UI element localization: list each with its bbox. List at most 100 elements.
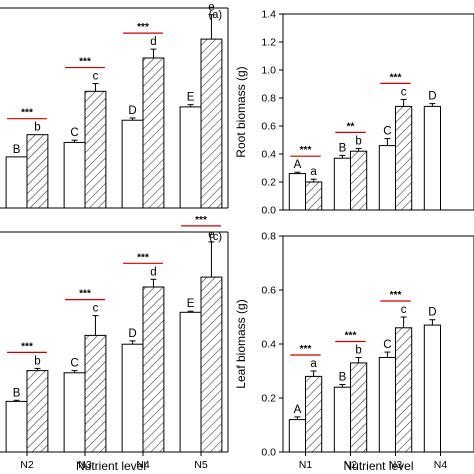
open-bar-N1: [288, 419, 306, 453]
x-tick-label: N4: [434, 459, 448, 471]
open-bar-N4: [423, 105, 441, 211]
letter-label: B: [339, 372, 347, 384]
letter-label: a: [310, 166, 317, 178]
x-tick-label: N2: [20, 459, 34, 471]
open-bar-N2: [333, 157, 351, 211]
panel-4: 0.0 0.2 0.4 0.6 0.8 Leaf biomass (g) Aa *** N1 Bb…: [234, 231, 474, 473]
hatched-bar-N2: [26, 370, 49, 453]
letter-label: D: [428, 307, 436, 319]
panel-label: (a): [209, 9, 222, 21]
letter-label: d: [150, 266, 156, 278]
hatched-bar-N2: [26, 134, 49, 209]
letter-label: a: [310, 358, 317, 370]
x-tick-label: N3: [78, 459, 92, 471]
y-tick-label: 0.6: [261, 285, 276, 297]
y-tick-label: 0.2: [261, 393, 276, 405]
letter-label: C: [383, 126, 391, 138]
panel-label: (c): [209, 231, 222, 243]
open-bar-N2: [333, 386, 351, 453]
y-tick-label: 0.4: [261, 149, 276, 161]
panel-2: 0.0 0.2 0.4 0.6 0.8 1.0 1.2 1.4 Root biomass (g)…: [234, 9, 474, 217]
x-tick-label: N3: [389, 459, 403, 471]
significance-label: ***: [21, 341, 33, 352]
letter-label: b: [34, 355, 40, 367]
open-bar-N2: [5, 400, 28, 453]
letter-label: E: [187, 298, 195, 310]
open-bar-N3: [63, 372, 86, 453]
hatched-bar-N3: [84, 334, 107, 453]
significance-label: ***: [390, 72, 402, 83]
letter-label: c: [401, 304, 407, 316]
hatched-bar-N2: [350, 150, 368, 211]
y-tick-label: 1.4: [261, 9, 276, 21]
open-bar-N3: [63, 141, 86, 209]
y-tick-label: 0.0: [261, 205, 276, 217]
y-tick-label: 0.2: [261, 177, 276, 189]
open-bar-N2: [5, 156, 28, 209]
significance-label: ***: [300, 145, 312, 156]
hatched-bar-N1: [305, 375, 323, 453]
y-tick-label: 0.8: [261, 93, 276, 105]
y-axis-title: Root biomass (g): [234, 66, 248, 157]
letter-label: c: [401, 86, 407, 98]
significance-label: ***: [137, 22, 149, 33]
hatched-bar-N5: [200, 38, 223, 209]
letter-label: D: [128, 105, 136, 117]
letter-label: A: [294, 159, 302, 171]
hatched-bar-N3: [395, 327, 413, 453]
y-tick-label: 1.0: [261, 65, 276, 77]
open-bar-N4: [121, 119, 144, 209]
y-tick-label: 0.6: [261, 121, 276, 133]
hatched-bar-N4: [142, 286, 165, 453]
open-bar-N5: [179, 106, 202, 209]
y-tick-label: 0.4: [261, 339, 276, 351]
letter-label: C: [383, 339, 391, 351]
significance-label: ***: [390, 290, 402, 301]
letter-label: D: [128, 328, 136, 340]
hatched-bar-N1: [305, 181, 323, 211]
y-tick-label: 0.8: [261, 231, 276, 243]
significance-label: ***: [345, 331, 357, 342]
hatched-bar-N5: [200, 276, 223, 453]
letter-label: D: [428, 91, 436, 103]
letter-label: b: [355, 135, 361, 147]
letter-label: B: [13, 387, 21, 399]
open-bar-N1: [288, 173, 306, 211]
significance-label: ***: [195, 215, 207, 226]
letter-label: B: [13, 144, 21, 156]
x-axis-title: Nutrient level: [76, 459, 146, 473]
hatched-bar-N3: [395, 105, 413, 211]
y-tick-label: 0.0: [261, 447, 276, 459]
letter-label: d: [150, 36, 156, 48]
open-bar-N5: [179, 311, 202, 453]
significance-label: ***: [21, 108, 33, 119]
open-bar-N4: [423, 324, 441, 453]
letter-label: C: [70, 127, 78, 139]
letter-label: c: [93, 303, 99, 315]
open-bar-N3: [378, 357, 396, 453]
x-axis-title: Nutrient level: [343, 459, 413, 473]
letter-label: B: [339, 142, 347, 154]
x-tick-label: N1: [299, 459, 313, 471]
letter-label: c: [93, 71, 99, 83]
letter-label: C: [70, 358, 78, 370]
letter-label: e: [208, 2, 214, 14]
letter-label: E: [187, 92, 195, 104]
significance-label: ***: [79, 289, 91, 300]
open-bar-N3: [378, 145, 396, 211]
x-tick-label: N5: [194, 459, 208, 471]
panel-1: Bb***Cc***Dd***Ee***(a): [0, 2, 229, 209]
significance-label: **: [347, 121, 355, 132]
letter-label: b: [34, 122, 40, 134]
y-axis-title: Leaf biomass (g): [234, 299, 248, 388]
hatched-bar-N4: [142, 57, 165, 209]
x-tick-label: N2: [344, 459, 358, 471]
significance-label: ***: [137, 252, 149, 263]
open-bar-N4: [121, 343, 144, 453]
letter-label: e: [208, 229, 214, 241]
letter-label: b: [355, 345, 361, 357]
significance-label: ***: [300, 344, 312, 355]
